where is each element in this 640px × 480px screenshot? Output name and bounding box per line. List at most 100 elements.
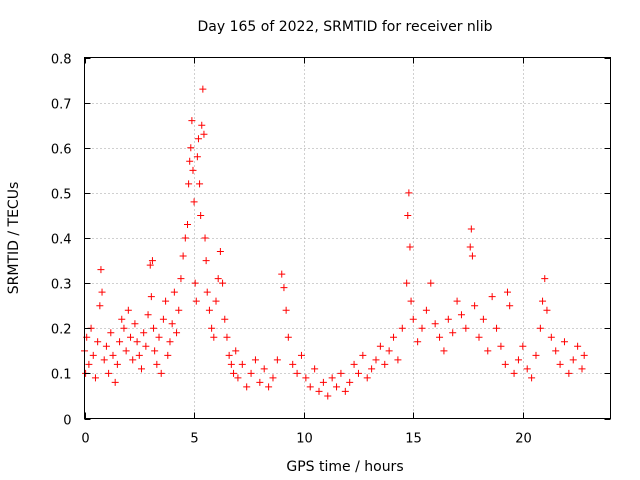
data-point bbox=[151, 347, 159, 355]
data-point bbox=[142, 342, 150, 350]
data-point bbox=[208, 324, 216, 332]
data-point bbox=[289, 360, 297, 368]
data-point bbox=[359, 351, 367, 359]
axis-ticks bbox=[84, 57, 611, 420]
data-point bbox=[468, 252, 476, 260]
data-point bbox=[479, 315, 487, 323]
data-point bbox=[150, 324, 158, 332]
data-point bbox=[111, 378, 119, 386]
data-point bbox=[107, 329, 115, 337]
data-point bbox=[506, 302, 514, 310]
data-point bbox=[293, 369, 301, 377]
data-point bbox=[390, 333, 398, 341]
data-point bbox=[175, 306, 183, 314]
data-point bbox=[354, 369, 362, 377]
data-point bbox=[219, 279, 227, 287]
data-point bbox=[407, 297, 415, 305]
data-point bbox=[118, 315, 126, 323]
data-point bbox=[164, 351, 172, 359]
data-point bbox=[159, 315, 167, 323]
data-point bbox=[221, 315, 229, 323]
data-point bbox=[201, 234, 209, 242]
data-point bbox=[539, 297, 547, 305]
data-point bbox=[462, 324, 470, 332]
data-point bbox=[210, 333, 218, 341]
data-point bbox=[565, 369, 573, 377]
data-point bbox=[135, 351, 143, 359]
data-point bbox=[234, 374, 242, 382]
data-point bbox=[124, 306, 132, 314]
data-point bbox=[541, 275, 549, 283]
data-points bbox=[81, 85, 588, 400]
data-point bbox=[223, 333, 231, 341]
data-point bbox=[444, 315, 452, 323]
y-tick-label: 0.1 bbox=[51, 368, 72, 383]
data-point bbox=[232, 347, 240, 355]
data-point bbox=[273, 356, 281, 364]
data-point bbox=[155, 333, 163, 341]
data-point bbox=[122, 347, 130, 355]
data-point bbox=[569, 356, 577, 364]
data-point bbox=[574, 342, 582, 350]
data-point bbox=[256, 378, 264, 386]
data-point bbox=[560, 338, 568, 346]
data-point bbox=[89, 351, 97, 359]
x-tick-label: 0 bbox=[81, 432, 89, 447]
data-point bbox=[484, 347, 492, 355]
data-point bbox=[328, 374, 336, 382]
data-point bbox=[202, 257, 210, 265]
data-point bbox=[409, 315, 417, 323]
data-point bbox=[306, 383, 314, 391]
data-point bbox=[510, 369, 518, 377]
data-point bbox=[187, 144, 195, 152]
data-point bbox=[185, 180, 193, 188]
data-point bbox=[192, 297, 200, 305]
data-point bbox=[346, 378, 354, 386]
data-point bbox=[394, 356, 402, 364]
plot-frame bbox=[84, 57, 611, 419]
data-point bbox=[404, 211, 412, 219]
data-point bbox=[311, 365, 319, 373]
y-tick-label: 0.7 bbox=[51, 98, 72, 113]
data-point bbox=[198, 121, 206, 129]
data-point bbox=[547, 333, 555, 341]
data-point bbox=[471, 302, 479, 310]
data-point bbox=[191, 279, 199, 287]
data-point bbox=[376, 342, 384, 350]
data-point bbox=[212, 297, 220, 305]
data-point bbox=[466, 243, 474, 251]
data-point bbox=[109, 351, 117, 359]
data-point bbox=[230, 369, 238, 377]
data-point bbox=[302, 374, 310, 382]
data-point bbox=[205, 306, 213, 314]
x-tick-label: 10 bbox=[296, 432, 313, 447]
data-point bbox=[341, 387, 349, 395]
data-point bbox=[427, 279, 435, 287]
x-tick-labels: 0 5 10 15 20 bbox=[81, 432, 531, 447]
data-point bbox=[177, 275, 185, 283]
data-point bbox=[523, 365, 531, 373]
data-point bbox=[216, 248, 224, 256]
data-point bbox=[497, 342, 505, 350]
data-point bbox=[162, 297, 170, 305]
data-point bbox=[385, 347, 393, 355]
data-point bbox=[199, 85, 207, 93]
y-tick-label: 0.6 bbox=[51, 143, 72, 158]
data-point bbox=[418, 324, 426, 332]
data-point bbox=[363, 374, 371, 382]
data-point bbox=[265, 383, 273, 391]
data-point bbox=[129, 356, 137, 364]
data-point bbox=[166, 338, 174, 346]
data-point bbox=[319, 378, 327, 386]
data-point bbox=[552, 347, 560, 355]
data-point bbox=[422, 306, 430, 314]
data-point bbox=[282, 306, 290, 314]
data-point bbox=[131, 320, 139, 328]
data-point bbox=[467, 225, 475, 233]
data-point bbox=[440, 347, 448, 355]
data-point bbox=[100, 356, 108, 364]
data-point bbox=[238, 360, 246, 368]
data-point bbox=[251, 356, 259, 364]
data-point bbox=[431, 320, 439, 328]
data-point bbox=[493, 324, 501, 332]
